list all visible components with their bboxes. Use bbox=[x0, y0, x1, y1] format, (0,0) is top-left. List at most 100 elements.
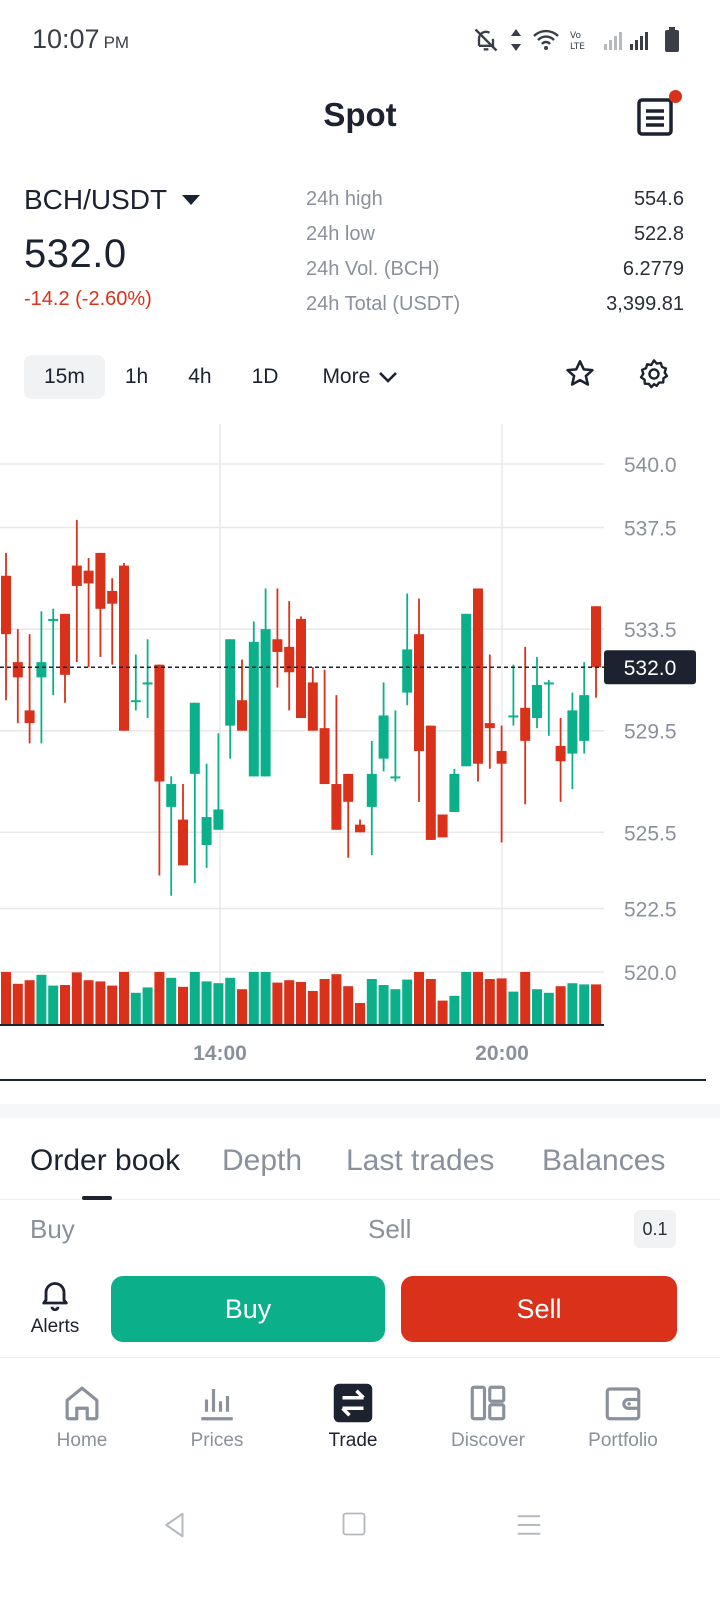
stat-row: 24h low 522.8 bbox=[306, 217, 684, 252]
caret-down-icon bbox=[182, 195, 201, 205]
sell-button[interactable]: Sell bbox=[401, 1276, 677, 1342]
gear-icon bbox=[639, 359, 669, 389]
candle-body bbox=[272, 639, 283, 652]
stat-value: 6.2779 bbox=[622, 258, 684, 280]
recents-menu-icon[interactable] bbox=[514, 1510, 544, 1540]
candlestick-chart-svg: 540.0 537.5 533.5 529.5 525.5 522.5 520.0 14:00… bbox=[0, 424, 706, 1081]
volume-bar bbox=[24, 980, 35, 1024]
candle-body bbox=[166, 784, 177, 807]
y-axis-label: 537.5 bbox=[624, 518, 677, 541]
back-icon[interactable] bbox=[160, 1510, 190, 1540]
chevron-down-icon bbox=[379, 372, 398, 383]
volume-bar bbox=[48, 985, 59, 1024]
nav-item-trade[interactable]: Trade bbox=[288, 1382, 418, 1452]
order-book-sell-label: Sell bbox=[368, 1214, 412, 1244]
order-book-header: Buy Sell 0.1 bbox=[0, 1200, 720, 1260]
chart-settings-button[interactable] bbox=[638, 358, 670, 395]
volume-bar bbox=[201, 981, 212, 1024]
interval-15m[interactable]: 15m bbox=[24, 355, 105, 399]
volume-bar bbox=[555, 986, 566, 1024]
svg-text:LTE: LTE bbox=[570, 42, 585, 51]
volume-bar bbox=[520, 972, 531, 1024]
volume-bar bbox=[130, 992, 141, 1024]
y-axis-label: 520.0 bbox=[624, 962, 677, 985]
orders-button[interactable] bbox=[636, 90, 682, 138]
order-book-buy-label: Buy bbox=[30, 1214, 75, 1244]
candle-body bbox=[1, 575, 11, 635]
candle-body bbox=[24, 710, 35, 724]
candle-body bbox=[567, 710, 578, 754]
candle-body bbox=[579, 695, 590, 741]
candle-body bbox=[378, 715, 389, 759]
tab-order-book[interactable]: Order book bbox=[30, 1144, 181, 1177]
home-icon bbox=[65, 1386, 99, 1421]
interval-bar: 15m 1h 4h 1D More bbox=[24, 354, 696, 400]
candle-body bbox=[296, 618, 306, 718]
volume-bar bbox=[437, 1000, 448, 1024]
candle-body bbox=[119, 565, 129, 731]
candle-body bbox=[461, 613, 472, 767]
interval-4h[interactable]: 4h bbox=[188, 365, 212, 388]
swap-icon bbox=[333, 1383, 373, 1423]
nav-item-home[interactable]: Home bbox=[17, 1382, 147, 1452]
volume-bar bbox=[366, 979, 377, 1024]
nav-item-discover[interactable]: Discover bbox=[423, 1382, 553, 1452]
candle-body bbox=[71, 565, 82, 586]
tab-depth[interactable]: Depth bbox=[222, 1144, 303, 1177]
candle-body bbox=[12, 662, 23, 678]
stat-row: 24h Vol. (BCH) 6.2779 bbox=[306, 252, 684, 287]
volume-bar bbox=[272, 982, 283, 1024]
candle-body bbox=[178, 819, 188, 866]
stat-value: 554.6 bbox=[633, 188, 684, 210]
volume-bar bbox=[119, 972, 129, 1024]
tab-balances[interactable]: Balances bbox=[542, 1144, 666, 1177]
volume-bar bbox=[166, 977, 177, 1024]
candle-body bbox=[189, 702, 200, 774]
candle-body bbox=[36, 662, 47, 678]
section-divider bbox=[0, 1104, 720, 1118]
header: Spot bbox=[0, 80, 720, 152]
price-chart[interactable]: 540.0 537.5 533.5 529.5 525.5 522.5 520.0 14:00… bbox=[0, 424, 720, 1084]
more-label: More bbox=[322, 365, 371, 388]
volume-bar bbox=[402, 979, 413, 1024]
candle-body bbox=[83, 570, 94, 584]
volume-bar bbox=[36, 974, 47, 1024]
candle-body bbox=[414, 634, 424, 752]
volume-bar bbox=[343, 986, 354, 1024]
candle-body bbox=[508, 715, 519, 718]
interval-more-button[interactable]: More bbox=[302, 355, 418, 399]
home-square-icon[interactable] bbox=[340, 1510, 368, 1538]
buy-button[interactable]: Buy bbox=[111, 1276, 385, 1342]
pair-selector[interactable]: BCH/USDT bbox=[24, 184, 201, 216]
active-tab-indicator bbox=[82, 1196, 112, 1200]
volume-bar bbox=[319, 979, 330, 1024]
stat-value: 3,399.81 bbox=[606, 293, 684, 315]
volume-bar bbox=[425, 979, 436, 1024]
tab-last-trades[interactable]: Last trades bbox=[346, 1144, 495, 1177]
nav-item-prices[interactable]: Prices bbox=[152, 1382, 282, 1452]
interval-1d[interactable]: 1D bbox=[251, 365, 279, 388]
alerts-button[interactable]: Alerts bbox=[22, 1276, 88, 1338]
candle-body bbox=[355, 824, 365, 833]
interval-1h[interactable]: 1h bbox=[124, 365, 149, 388]
candle-body bbox=[201, 817, 212, 845]
candle-body bbox=[319, 728, 330, 785]
volume-bar bbox=[60, 985, 70, 1024]
volume-bar bbox=[449, 995, 460, 1024]
candle-body bbox=[284, 646, 295, 673]
stat-label: 24h Total (USDT) bbox=[306, 293, 461, 315]
favorite-button[interactable] bbox=[564, 358, 596, 395]
price-step-selector[interactable]: 0.1 bbox=[634, 1210, 676, 1248]
wifi-icon bbox=[533, 29, 559, 50]
volume-bar bbox=[461, 972, 472, 1024]
stat-row: 24h Total (USDT) 3,399.81 bbox=[306, 287, 684, 322]
candle-body bbox=[425, 725, 436, 840]
grid-icon bbox=[470, 1385, 506, 1421]
volume-bar bbox=[567, 983, 578, 1024]
page-title: Spot bbox=[323, 96, 397, 133]
volume-bar bbox=[1, 972, 11, 1024]
last-price: 532.0 bbox=[24, 232, 127, 276]
candle-body bbox=[260, 629, 271, 777]
candle-body bbox=[449, 773, 460, 812]
nav-item-portfolio[interactable]: Portfolio bbox=[558, 1382, 688, 1452]
